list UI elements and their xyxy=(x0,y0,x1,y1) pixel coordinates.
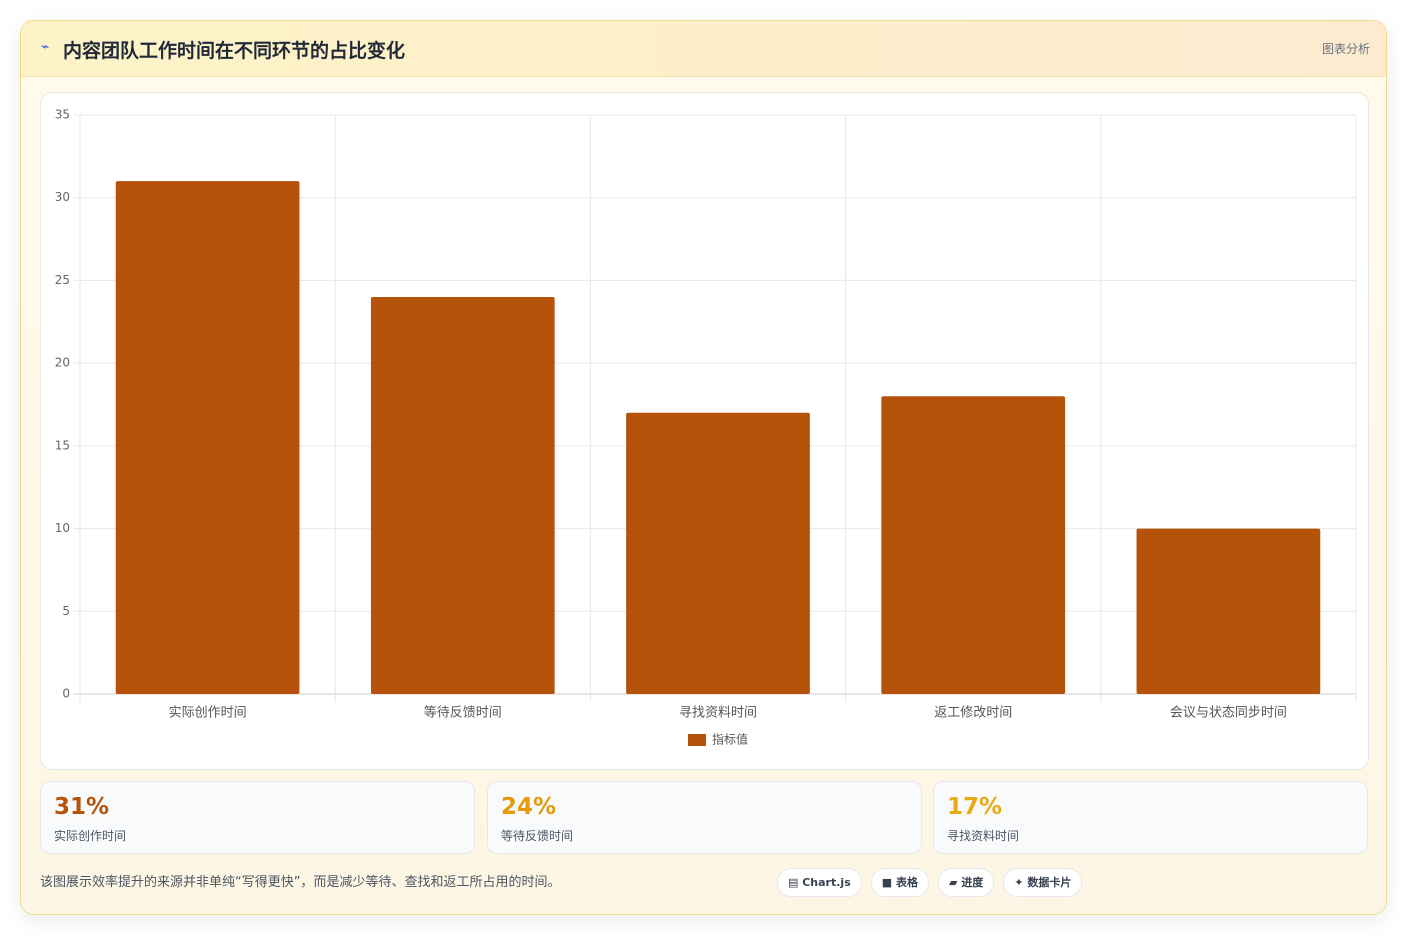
y-tick-label: 35 xyxy=(55,108,70,122)
stat-card: 31% 实际创作时间 xyxy=(40,781,475,854)
y-tick-label: 0 xyxy=(62,687,70,701)
title: 内容团队工作时间在不同环节的占比变化 xyxy=(63,40,406,62)
tag[interactable]: ▤ Chart.js xyxy=(777,868,862,897)
tag[interactable]: ▰ 进度 xyxy=(937,868,995,897)
legend-swatch xyxy=(688,734,706,746)
stat-card: 17% 寻找资料时间 xyxy=(933,781,1368,854)
bar xyxy=(370,296,555,694)
x-tick-label: 寻找资料时间 xyxy=(679,706,757,721)
legend-label: 指标值 xyxy=(712,732,748,747)
header-icon: ⌁ xyxy=(41,39,50,55)
stat-label: 寻找资料时间 xyxy=(947,829,1020,843)
stat-value: 24% xyxy=(501,794,557,820)
stat-label: 等待反馈时间 xyxy=(501,829,574,843)
x-tick-label: 返工修改时间 xyxy=(934,706,1012,721)
tags: ▤ Chart.js ■ 表格 ▰ 进度 ✦ 数据卡片 xyxy=(777,868,1083,897)
bar xyxy=(626,412,810,694)
y-tick-label: 20 xyxy=(55,356,70,370)
stat-value: 31% xyxy=(54,794,110,820)
bar xyxy=(881,396,1066,694)
badge: 图表分析 xyxy=(1321,42,1370,56)
x-tick-label: 会议与状态同步时间 xyxy=(1170,706,1287,721)
tag[interactable]: ✦ 数据卡片 xyxy=(1003,868,1083,897)
tag-text: 表格 xyxy=(895,876,918,889)
bar xyxy=(1136,528,1321,694)
bar xyxy=(115,181,300,694)
y-tick-label: 25 xyxy=(55,273,70,287)
tag-text: 数据卡片 xyxy=(1027,876,1072,889)
y-tick-label: 5 xyxy=(62,604,70,618)
x-tick-label: 等待反馈时间 xyxy=(424,705,502,721)
tag[interactable]: ■ 表格 xyxy=(870,868,929,897)
y-tick-label: 15 xyxy=(55,438,70,452)
stat-label: 实际创作时间 xyxy=(54,829,127,843)
stat-value: 17% xyxy=(947,794,1003,820)
x-tick-label: 实际创作时间 xyxy=(169,706,247,721)
stat-card: 24% 等待反馈时间 xyxy=(487,781,922,854)
y-tick-label: 30 xyxy=(55,190,70,204)
tag-text: 进度 xyxy=(961,876,984,889)
header: ⌁ 内容团队工作时间在不同环节的占比变化 图表分析 xyxy=(21,21,1386,77)
y-tick-label: 10 xyxy=(55,521,70,535)
footnote: 该图展示效率提升的来源并非单纯“写得更快”，而是减少等待、查找和返工所占用的时间… xyxy=(40,875,561,890)
tag-text: Chart.js xyxy=(802,876,851,889)
